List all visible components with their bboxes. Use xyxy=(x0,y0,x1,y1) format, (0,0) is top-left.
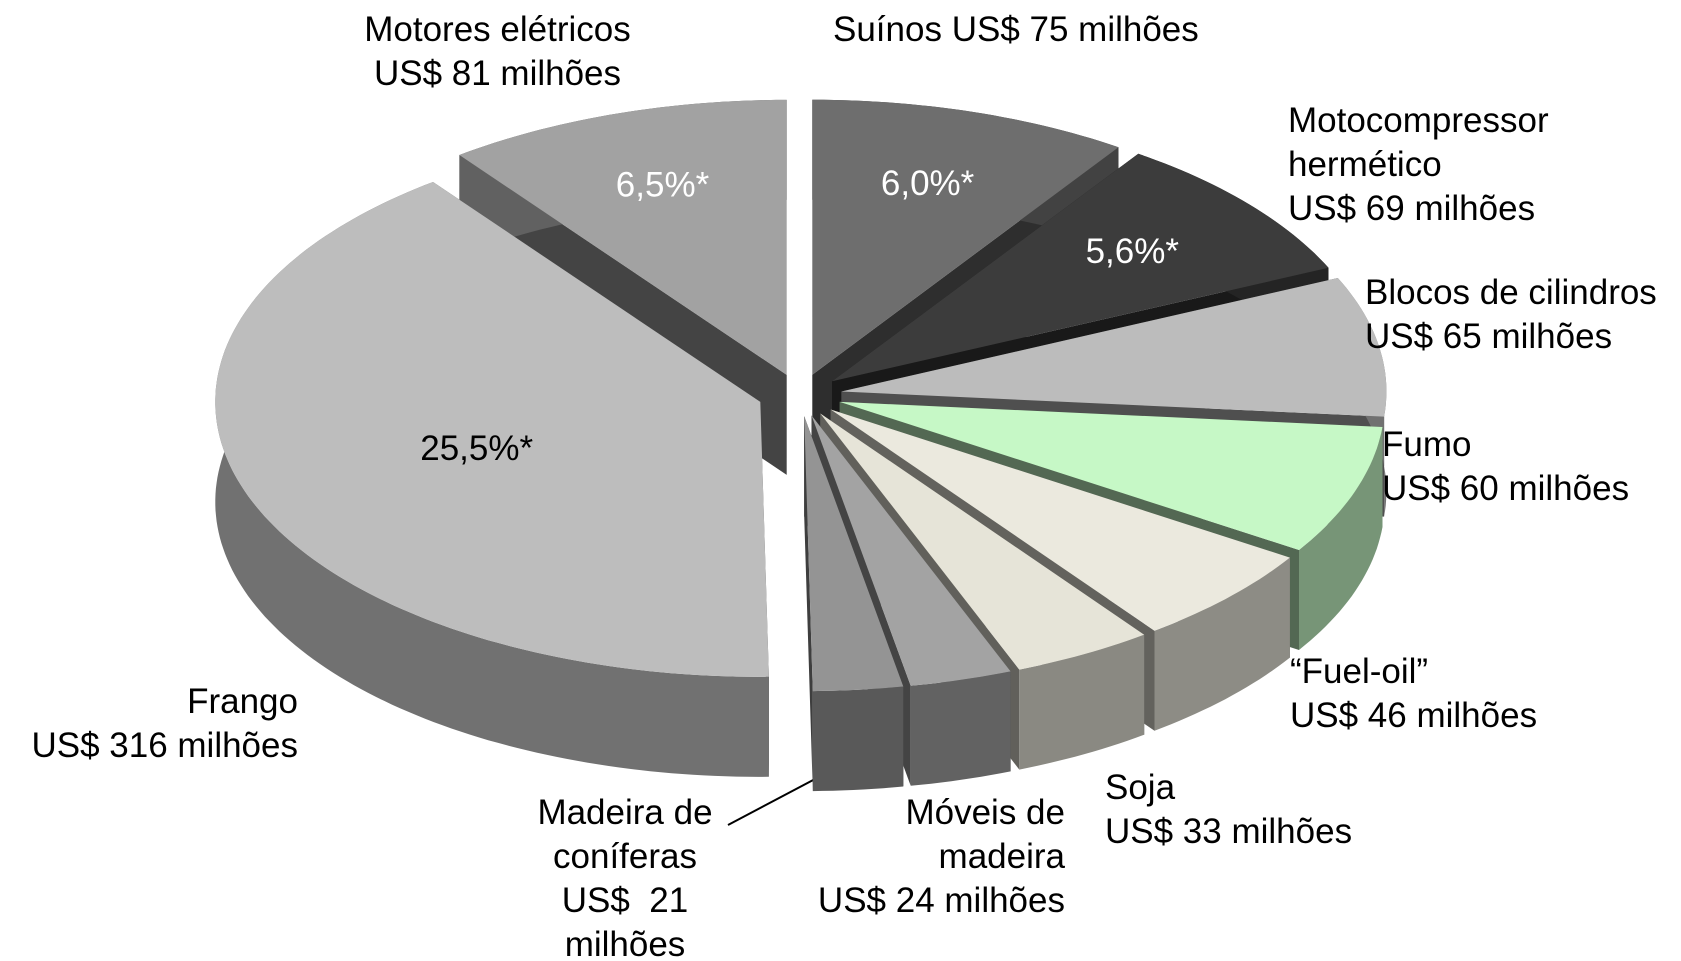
slice-label: Blocos de cilindros US$ 65 milhões xyxy=(1365,271,1681,359)
slice-top xyxy=(841,278,1387,417)
value-label: US$ 60 milhões xyxy=(1382,469,1630,508)
value-label: US$ 24 milhões xyxy=(817,881,1065,920)
slice-top xyxy=(830,409,1290,631)
slice-side xyxy=(812,686,904,792)
category-label: Soja xyxy=(1105,768,1176,807)
value-label: US$ 81 milhões xyxy=(373,54,622,93)
share-label: 25,5%* xyxy=(420,429,533,468)
slice-top xyxy=(839,401,1383,550)
slice-label: Soja US$ 33 milhões xyxy=(1105,766,1395,854)
category-label: Frango xyxy=(187,682,298,721)
category-label: Madeira de coníferas xyxy=(537,793,723,876)
share-label: 6,0%* xyxy=(881,164,975,203)
share-label: 5,6%* xyxy=(1086,232,1180,271)
category-label: Suínos xyxy=(833,10,942,49)
slice-label: Madeira de coníferas US$ 21 milhões xyxy=(525,791,725,961)
slice-label: Frango US$ 316 milhões xyxy=(0,680,298,768)
value-label: US$ 75 milhões xyxy=(951,10,1199,49)
slice-side xyxy=(910,671,1011,786)
slice-top xyxy=(832,153,1329,382)
category-label: Móveis de madeira xyxy=(905,793,1075,876)
value-label: US$ 21 milhões xyxy=(561,881,698,961)
slice-label: Motocompressor hermético US$ 69 milhões xyxy=(1288,99,1588,231)
category-label: Fumo xyxy=(1382,425,1472,464)
category-label: Motocompressor hermético xyxy=(1288,101,1559,184)
slice-top xyxy=(215,182,769,677)
slice-top xyxy=(812,99,1119,375)
slice-top xyxy=(820,413,1145,670)
value-label: US$ 65 milhões xyxy=(1365,317,1613,356)
slice-side xyxy=(1299,427,1383,650)
value-label: US$ 69 milhões xyxy=(1288,189,1536,228)
category-label: Blocos de cilindros xyxy=(1365,273,1657,312)
slice-top xyxy=(459,99,787,375)
value-label: US$ 33 milhões xyxy=(1105,812,1353,851)
slice-label: Fumo US$ 60 milhões xyxy=(1382,423,1672,511)
slice-top xyxy=(804,416,904,692)
slice-side xyxy=(1154,557,1290,731)
value-label: US$ 316 milhões xyxy=(31,726,298,765)
category-label: “Fuel-oil” xyxy=(1290,652,1429,691)
slice-label: Suínos US$ 75 milhões xyxy=(833,8,1253,52)
slice-side xyxy=(215,182,769,777)
category-label: Motores elétricos xyxy=(364,10,631,49)
slice-side xyxy=(1019,634,1145,770)
share-label: 6,5%* xyxy=(616,165,710,204)
slice-radial-wall xyxy=(804,416,813,792)
slice-top xyxy=(811,415,1011,686)
slice-label: Móveis de madeira US$ 24 milhões xyxy=(795,791,1065,923)
slice-label: “Fuel-oil” US$ 46 milhões xyxy=(1290,650,1580,738)
value-label: US$ 46 milhões xyxy=(1290,696,1538,735)
slice-label: Motores elétricos US$ 81 milhões xyxy=(325,8,670,96)
